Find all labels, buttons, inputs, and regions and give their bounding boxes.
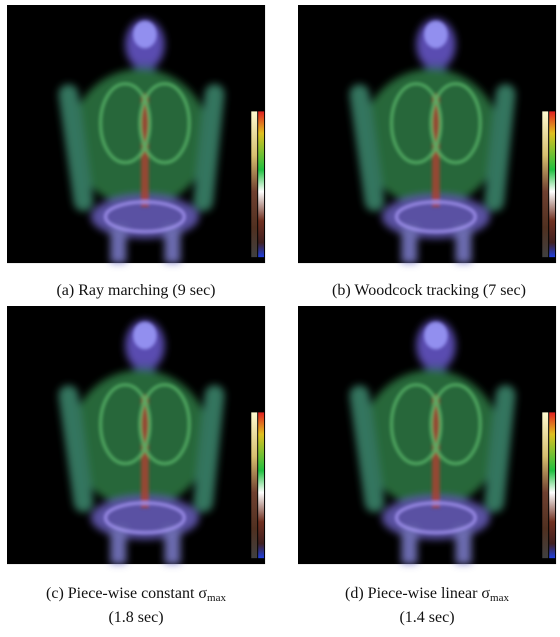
caption-text: (d) Piece-wise linear σ <box>345 585 490 602</box>
render-image <box>7 306 265 564</box>
caption-subscript: max <box>207 592 226 604</box>
caption-line2: (1.4 sec) <box>399 609 454 626</box>
caption: (d) Piece-wise linear σmax <box>345 585 509 604</box>
caption-subscript: max <box>490 592 509 604</box>
caption-text: (c) Piece-wise constant σ <box>46 585 207 602</box>
render-image <box>298 306 556 564</box>
caption-line2: (1.8 sec) <box>108 609 163 626</box>
caption: (b) Woodcock tracking (7 sec) <box>332 282 526 299</box>
page: (a) Ray marching (9 sec) (b) Woodcock tr… <box>0 0 560 632</box>
render-image <box>298 5 556 263</box>
caption: (a) Ray marching (9 sec) <box>56 282 215 299</box>
render-image <box>7 5 265 263</box>
caption: (c) Piece-wise constant σmax <box>46 585 226 604</box>
figure: (a) Ray marching (9 sec) (b) Woodcock tr… <box>0 0 560 632</box>
